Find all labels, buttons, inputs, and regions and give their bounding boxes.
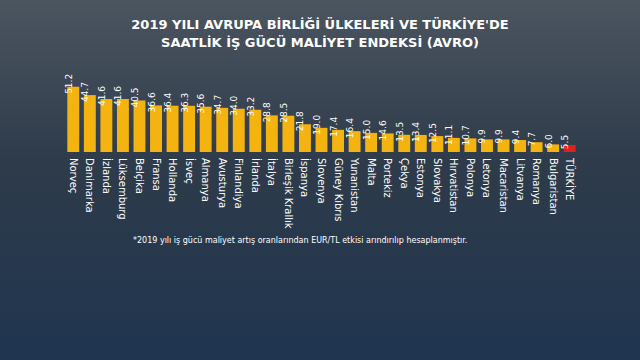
- svg-text:9.9: 9.9: [477, 129, 487, 144]
- svg-text:Slovakya: Slovakya: [432, 158, 443, 203]
- svg-text:51.2: 51.2: [64, 74, 74, 94]
- svg-text:16.4: 16.4: [345, 118, 355, 138]
- svg-text:Litvanya: Litvanya: [515, 158, 526, 201]
- svg-text:İzlanda: İzlanda: [101, 158, 113, 194]
- svg-text:Bulgaristan: Bulgaristan: [548, 158, 559, 215]
- svg-text:SAATLİK İŞ GÜCÜ MALİYET ENDEKS: SAATLİK İŞ GÜCÜ MALİYET ENDEKSİ (AVRO): [161, 35, 479, 50]
- svg-text:Macaristan: Macaristan: [498, 158, 509, 213]
- svg-text:34.0: 34.0: [229, 95, 239, 115]
- svg-text:Güney Kıbrıs: Güney Kıbrıs: [333, 158, 344, 221]
- svg-text:Slovenya: Slovenya: [316, 158, 327, 204]
- svg-text:9.4: 9.4: [511, 130, 521, 145]
- svg-text:28.5: 28.5: [279, 103, 289, 123]
- svg-text:7.7: 7.7: [527, 132, 537, 146]
- svg-text:Portekiz: Portekiz: [382, 158, 393, 198]
- svg-text:İsveç: İsveç: [184, 158, 196, 184]
- svg-text:Romanya: Romanya: [531, 158, 542, 205]
- svg-text:34.7: 34.7: [213, 95, 223, 115]
- svg-text:İtalya: İtalya: [266, 158, 278, 186]
- svg-text:Yunanistan: Yunanistan: [349, 157, 360, 212]
- svg-text:14.6: 14.6: [378, 120, 388, 140]
- svg-text:*2019 yılı iş gücü maliyet art: *2019 yılı iş gücü maliyet artış oranlar…: [133, 236, 467, 245]
- svg-text:41.6: 41.6: [113, 86, 123, 106]
- svg-text:6.0: 6.0: [544, 134, 554, 149]
- svg-text:Birleşik Krallık: Birleşik Krallık: [283, 158, 294, 229]
- svg-text:19.0: 19.0: [312, 115, 322, 135]
- svg-text:Hırvatistan: Hırvatistan: [448, 158, 459, 213]
- svg-text:36.4: 36.4: [163, 92, 173, 112]
- svg-text:Belçika: Belçika: [134, 158, 145, 194]
- svg-text:28.8: 28.8: [262, 102, 272, 122]
- svg-text:Letonya: Letonya: [481, 158, 492, 198]
- svg-text:Fransa: Fransa: [151, 158, 162, 191]
- svg-text:17.4: 17.4: [329, 117, 339, 137]
- svg-text:41.6: 41.6: [97, 86, 107, 106]
- svg-text:Çekya: Çekya: [399, 158, 410, 189]
- svg-text:İrlanda: İrlanda: [250, 158, 262, 193]
- svg-text:9.9: 9.9: [494, 129, 504, 144]
- svg-text:40.5: 40.5: [130, 87, 140, 107]
- svg-text:İspanya: İspanya: [299, 158, 311, 197]
- svg-text:Lüksemburg: Lüksemburg: [117, 158, 128, 220]
- svg-text:Malta: Malta: [366, 158, 377, 186]
- svg-text:Danimarka: Danimarka: [84, 158, 95, 213]
- svg-text:2019 YILI AVRUPA BİRLİĞİ ÜLKEL: 2019 YILI AVRUPA BİRLİĞİ ÜLKELERİ VE TÜR…: [131, 17, 508, 32]
- svg-text:Almanya: Almanya: [200, 158, 211, 202]
- svg-text:Norveç: Norveç: [68, 158, 79, 193]
- svg-text:Finlandiya: Finlandiya: [233, 158, 244, 209]
- svg-text:Estonya: Estonya: [415, 158, 426, 198]
- svg-text:33.2: 33.2: [246, 97, 256, 117]
- svg-text:12.5: 12.5: [428, 123, 438, 143]
- svg-text:44.7: 44.7: [80, 82, 90, 102]
- svg-text:Polonya: Polonya: [465, 158, 476, 197]
- svg-text:36.6: 36.6: [147, 92, 157, 112]
- svg-text:36.3: 36.3: [180, 93, 190, 113]
- svg-text:35.6: 35.6: [196, 93, 206, 113]
- svg-text:21.8: 21.8: [295, 111, 305, 131]
- svg-text:11.1: 11.1: [444, 125, 454, 145]
- svg-text:Avusturya: Avusturya: [217, 158, 228, 208]
- svg-text:5.5: 5.5: [560, 135, 570, 149]
- svg-text:15.0: 15.0: [362, 120, 372, 140]
- svg-text:13.4: 13.4: [411, 122, 421, 142]
- svg-text:Hollanda: Hollanda: [167, 158, 178, 202]
- svg-text:10.7: 10.7: [461, 125, 471, 145]
- svg-text:TÜRKİYE: TÜRKİYE: [564, 157, 576, 200]
- svg-text:13.5: 13.5: [395, 122, 405, 142]
